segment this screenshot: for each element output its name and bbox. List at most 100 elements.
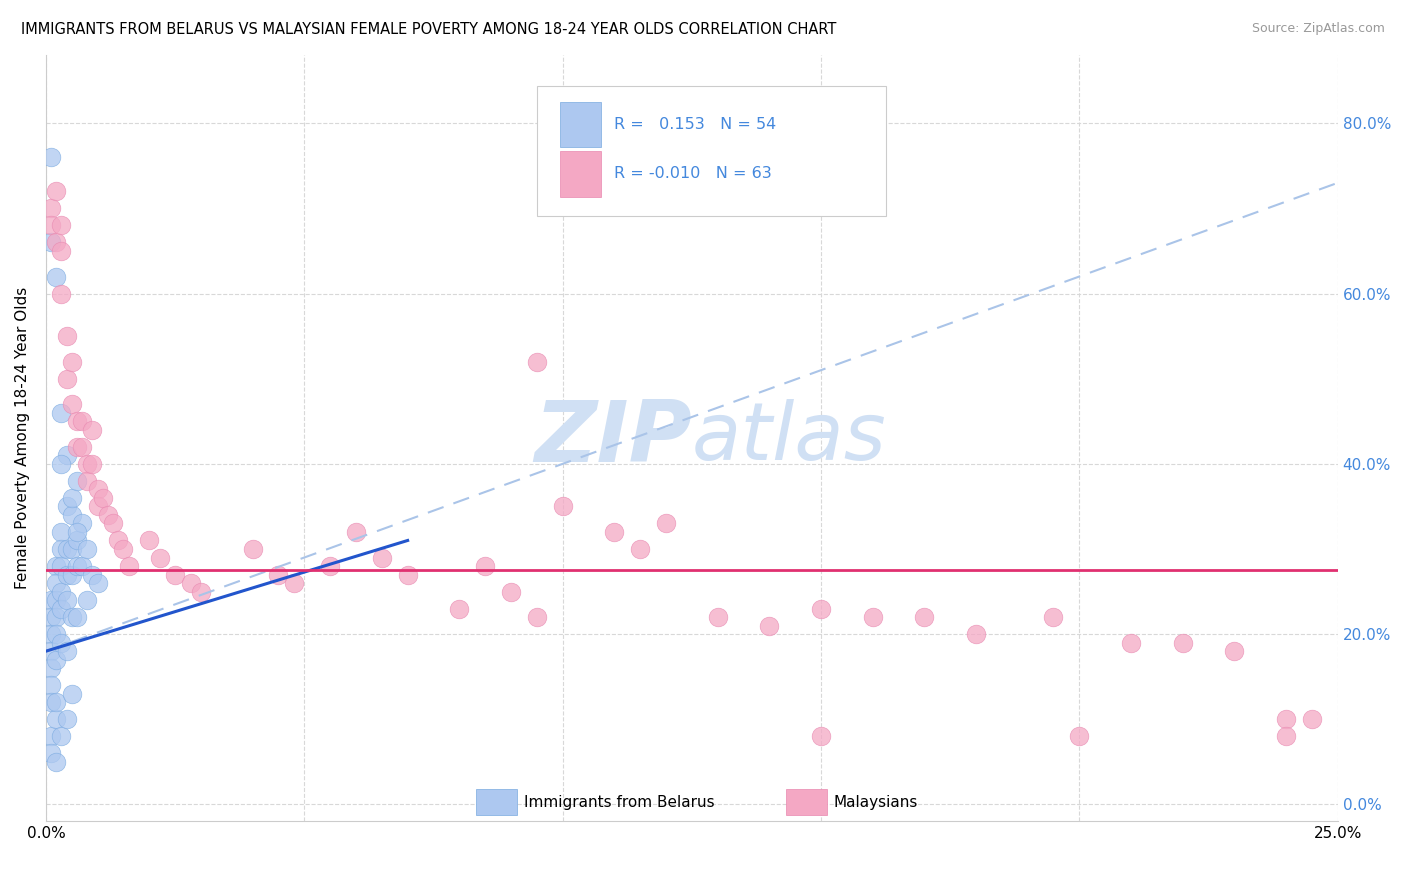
Point bbox=[267, 567, 290, 582]
Point bbox=[190, 584, 212, 599]
Point bbox=[1275, 712, 1298, 726]
Point bbox=[60, 508, 83, 522]
FancyBboxPatch shape bbox=[786, 789, 827, 815]
Point bbox=[474, 559, 496, 574]
Point bbox=[51, 541, 73, 556]
Point bbox=[117, 559, 139, 574]
Point bbox=[39, 593, 62, 607]
Point bbox=[55, 712, 77, 726]
Point bbox=[60, 397, 83, 411]
Point bbox=[66, 559, 89, 574]
Point bbox=[60, 541, 83, 556]
FancyBboxPatch shape bbox=[560, 152, 602, 196]
Point bbox=[66, 414, 89, 428]
Point bbox=[76, 457, 98, 471]
Point bbox=[1223, 644, 1246, 658]
Point bbox=[70, 559, 93, 574]
Point bbox=[91, 491, 114, 505]
Point bbox=[70, 440, 93, 454]
Point bbox=[39, 235, 62, 250]
Point bbox=[51, 244, 73, 258]
Point bbox=[39, 644, 62, 658]
Point bbox=[66, 610, 89, 624]
Point bbox=[55, 567, 77, 582]
Point bbox=[51, 406, 73, 420]
Point bbox=[39, 678, 62, 692]
Point bbox=[76, 541, 98, 556]
Point bbox=[55, 329, 77, 343]
Point bbox=[912, 610, 935, 624]
Point bbox=[965, 627, 987, 641]
Point bbox=[526, 354, 548, 368]
Point bbox=[138, 533, 160, 548]
Point bbox=[45, 235, 67, 250]
Point bbox=[55, 500, 77, 514]
Point bbox=[51, 635, 73, 649]
Point bbox=[97, 508, 120, 522]
Point bbox=[39, 219, 62, 233]
Point bbox=[628, 541, 651, 556]
Point bbox=[51, 584, 73, 599]
Point bbox=[1171, 635, 1194, 649]
Point bbox=[60, 567, 83, 582]
Text: IMMIGRANTS FROM BELARUS VS MALAYSIAN FEMALE POVERTY AMONG 18-24 YEAR OLDS CORREL: IMMIGRANTS FROM BELARUS VS MALAYSIAN FEM… bbox=[21, 22, 837, 37]
Point bbox=[45, 559, 67, 574]
Point bbox=[107, 533, 129, 548]
Point bbox=[39, 202, 62, 216]
Point bbox=[396, 567, 419, 582]
Point bbox=[1301, 712, 1323, 726]
Point bbox=[449, 601, 471, 615]
Point bbox=[242, 541, 264, 556]
Point bbox=[60, 610, 83, 624]
Point bbox=[862, 610, 884, 624]
Text: Malaysians: Malaysians bbox=[834, 795, 918, 810]
Point bbox=[39, 747, 62, 761]
Point bbox=[45, 695, 67, 709]
Point bbox=[758, 618, 780, 632]
Point bbox=[180, 576, 202, 591]
Point bbox=[60, 354, 83, 368]
FancyBboxPatch shape bbox=[477, 789, 517, 815]
Point bbox=[55, 372, 77, 386]
Point bbox=[39, 729, 62, 743]
Point bbox=[70, 516, 93, 531]
Point bbox=[1119, 635, 1142, 649]
Text: ZIP: ZIP bbox=[534, 397, 692, 480]
Point bbox=[86, 483, 108, 497]
Point bbox=[45, 712, 67, 726]
Point bbox=[39, 695, 62, 709]
Point bbox=[82, 457, 104, 471]
Text: Immigrants from Belarus: Immigrants from Belarus bbox=[524, 795, 714, 810]
Point bbox=[499, 584, 522, 599]
Point bbox=[39, 627, 62, 641]
Point bbox=[1042, 610, 1064, 624]
Y-axis label: Female Poverty Among 18-24 Year Olds: Female Poverty Among 18-24 Year Olds bbox=[15, 287, 30, 590]
Point bbox=[810, 729, 832, 743]
Point bbox=[76, 593, 98, 607]
Text: R = -0.010   N = 63: R = -0.010 N = 63 bbox=[614, 167, 772, 181]
Point bbox=[86, 500, 108, 514]
Point bbox=[55, 644, 77, 658]
Point bbox=[526, 610, 548, 624]
Point bbox=[66, 533, 89, 548]
Point bbox=[45, 576, 67, 591]
Point bbox=[112, 541, 135, 556]
Point bbox=[82, 423, 104, 437]
FancyBboxPatch shape bbox=[537, 86, 886, 216]
Point bbox=[810, 601, 832, 615]
Point bbox=[55, 448, 77, 462]
Point bbox=[101, 516, 124, 531]
Point bbox=[1275, 729, 1298, 743]
Point bbox=[60, 687, 83, 701]
Text: R =   0.153   N = 54: R = 0.153 N = 54 bbox=[614, 117, 776, 132]
Point bbox=[45, 610, 67, 624]
Point bbox=[45, 593, 67, 607]
Point bbox=[706, 610, 728, 624]
Point bbox=[603, 524, 626, 539]
Point bbox=[344, 524, 367, 539]
Point bbox=[45, 755, 67, 769]
Point bbox=[165, 567, 187, 582]
Point bbox=[319, 559, 342, 574]
Point bbox=[51, 729, 73, 743]
Point bbox=[1069, 729, 1091, 743]
